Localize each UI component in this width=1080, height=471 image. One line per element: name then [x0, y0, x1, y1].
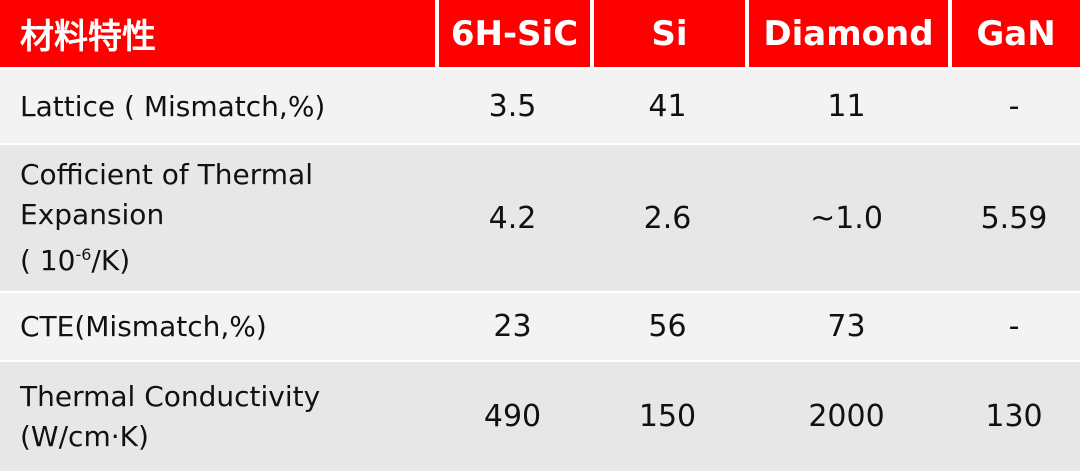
header-cell: 材料特性 — [0, 0, 435, 70]
label-superscript: -6 — [75, 245, 92, 264]
row-label: Lattice ( Mismatch,%) — [0, 70, 435, 143]
value-cell: 2.6 — [590, 143, 745, 291]
label-line: Thermal Conductivity — [20, 379, 321, 413]
row-label: Thermal Conductivity (W/cm·K) — [0, 360, 435, 471]
value-cell: 73 — [745, 291, 948, 360]
value-cell: 23 — [435, 291, 590, 360]
header-cell: Diamond — [745, 0, 948, 70]
row-label: Cofficient of Thermal Expansion ( 10-6/K) — [0, 143, 435, 291]
value-cell: 150 — [590, 360, 745, 471]
value-cell: 41 — [590, 70, 745, 143]
label-text: /K) — [91, 244, 131, 277]
value-cell: 130 — [948, 360, 1080, 471]
label-line: Lattice ( Mismatch,%) — [20, 89, 326, 123]
value-cell: ~1.0 — [745, 143, 948, 291]
label-line: (W/cm·K) — [20, 419, 149, 453]
header-cell: 6H-SiC — [435, 0, 590, 70]
header-cell: Si — [590, 0, 745, 70]
label-line: Cofficient of Thermal — [20, 158, 313, 191]
value-cell: 5.59 — [948, 143, 1080, 291]
value-cell: 3.5 — [435, 70, 590, 143]
label-line: ( 10-6/K) — [20, 235, 130, 281]
label-text: ( 10 — [20, 244, 76, 277]
label-line: Expansion — [20, 198, 165, 231]
value-cell: 4.2 — [435, 143, 590, 291]
value-cell: 11 — [745, 70, 948, 143]
value-cell: 490 — [435, 360, 590, 471]
row-label: CTE(Mismatch,%) — [0, 291, 435, 360]
value-cell: - — [948, 70, 1080, 143]
value-cell: - — [948, 291, 1080, 360]
value-cell: 56 — [590, 291, 745, 360]
value-cell: 2000 — [745, 360, 948, 471]
label-line: CTE(Mismatch,%) — [20, 309, 267, 343]
header-cell: GaN — [948, 0, 1080, 70]
